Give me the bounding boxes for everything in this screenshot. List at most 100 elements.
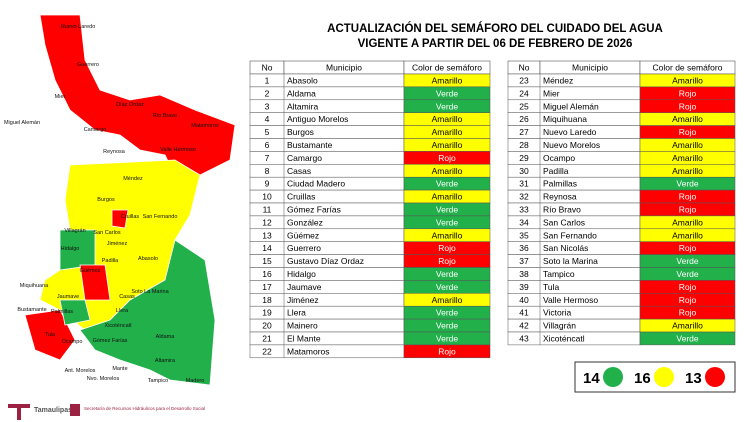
map-region (59, 299, 91, 326)
status-text: Amarillo (672, 140, 703, 150)
status-text: Verde (676, 179, 698, 189)
status-text: Verde (676, 334, 698, 344)
row-number: 9 (265, 179, 270, 189)
map-labels: Nuevo Laredo Guerrero Mier Díaz Ordaz Miguel… (4, 24, 219, 384)
row-cell (249, 280, 405, 294)
status-text: Verde (436, 269, 458, 279)
status-text: Rojo (679, 295, 697, 305)
status-text: Rojo (438, 256, 456, 266)
map-label: Reynosa (103, 149, 126, 155)
map-label: Madero (186, 378, 205, 384)
municipality: San Nicolás (543, 243, 588, 253)
row-number: 33 (519, 205, 529, 215)
municipality: Palmillas (543, 179, 577, 189)
municipality: Villagrán (543, 321, 576, 331)
brand: Tamaulipas (34, 407, 72, 414)
municipality: Jaumave (287, 282, 322, 292)
status-text: Amarillo (432, 230, 463, 240)
municipality: Tampico (543, 269, 575, 279)
municipality: Miguel Alemán (543, 101, 599, 111)
row-number: 31 (519, 179, 529, 189)
row-cell (249, 189, 405, 204)
row-number: 24 (519, 88, 529, 98)
map-region (79, 264, 111, 301)
map-label: Hidalgo (61, 246, 80, 252)
status-text: Amarillo (432, 114, 463, 124)
map-label: Villagrán (64, 228, 85, 234)
row-number: 12 (262, 217, 272, 227)
row-cell (249, 267, 405, 281)
status-text: Verde (436, 88, 458, 98)
legend-count: 16 (634, 370, 651, 387)
map-label: Miguel Alemán (4, 120, 40, 126)
status-text: Amarillo (672, 166, 703, 176)
municipality: Matamoros (287, 346, 330, 356)
status-text: Amarillo (432, 140, 463, 150)
map-label: Río Bravo (153, 113, 177, 119)
status-text: Rojo (679, 243, 697, 253)
status-text: Rojo (679, 205, 697, 215)
row-number: 8 (265, 166, 270, 176)
status-text: Verde (436, 308, 458, 318)
legend-count: 13 (685, 370, 702, 387)
municipality: Ciudad Madero (287, 179, 345, 189)
map-label: Tula (45, 332, 56, 338)
header-text: Color de semáforo (412, 63, 482, 73)
map-label: Mante (112, 366, 127, 372)
status-text: Rojo (438, 243, 456, 253)
row-number: 15 (262, 256, 272, 266)
status-text: Rojo (438, 153, 456, 163)
status-cell (403, 344, 491, 359)
status-text: Amarillo (432, 192, 463, 202)
row-number: 29 (519, 153, 529, 163)
map (24, 14, 236, 386)
map-label: Miquihuana (20, 283, 49, 289)
municipality: Casas (287, 166, 311, 176)
map-label: Ocampo (62, 339, 83, 345)
row-number: 36 (519, 243, 529, 253)
map-region (79, 239, 216, 386)
row-number: 18 (262, 295, 272, 305)
map-label: Méndez (123, 176, 143, 182)
legend-dot (603, 367, 623, 387)
row-number: 5 (265, 127, 270, 137)
row-number: 14 (262, 243, 272, 253)
map-label: Matamoros (191, 123, 219, 129)
row-number: 1 (265, 76, 270, 86)
row-cell (249, 73, 405, 88)
header-text: Municipio (572, 63, 608, 73)
map-label: Camargo (84, 127, 107, 133)
row-number: 42 (519, 321, 529, 331)
municipality: Guerrero (287, 243, 321, 253)
row-number: 23 (519, 76, 529, 86)
municipality: San Fernando (543, 230, 597, 240)
map-label: San Carlos (93, 230, 120, 236)
map-label: Mier (55, 94, 66, 100)
status-text: Rojo (679, 308, 697, 318)
municipality: Miquihuana (543, 114, 587, 124)
municipality: Llera (287, 308, 306, 318)
footer: Tamaulipas Secretaría de Recursos Hidráu… (8, 404, 205, 420)
logo (8, 404, 30, 420)
row-cell (249, 293, 405, 307)
municipality: Abasolo (287, 76, 318, 86)
row-number: 4 (265, 114, 270, 124)
status-text: Amarillo (672, 114, 703, 124)
status-text: Rojo (679, 127, 697, 137)
status-text: Verde (436, 334, 458, 344)
map-label: Guerrero (77, 62, 99, 68)
map-label: Padilla (102, 258, 119, 264)
map-label: Jaumave (57, 294, 79, 300)
map-label: Xicoténcatl (105, 323, 132, 329)
row-number: 30 (519, 166, 529, 176)
map-label: Ant. Morelos (65, 368, 96, 374)
map-label: Güémez (80, 268, 101, 274)
row-number: 19 (262, 308, 272, 318)
agency: Secretaría de Recursos Hidráulicos para … (84, 406, 205, 411)
row-cell (249, 215, 405, 230)
status-text: Verde (436, 321, 458, 331)
agency-logo (70, 404, 80, 416)
map-label: Palmillas (51, 309, 73, 315)
map-label: San Fernando (143, 214, 178, 220)
